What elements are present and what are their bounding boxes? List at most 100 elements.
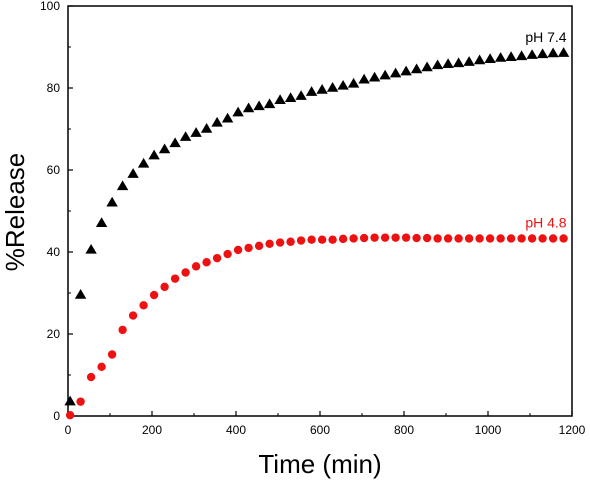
data-point-circle — [265, 239, 274, 248]
data-point-circle — [97, 362, 106, 371]
data-point-circle — [559, 234, 568, 243]
data-point-triangle — [85, 243, 97, 254]
data-point-circle — [538, 234, 547, 243]
data-point-triangle — [305, 86, 318, 96]
series-layer — [64, 47, 570, 420]
data-point-circle — [506, 234, 516, 243]
data-point-triangle — [64, 395, 76, 406]
series-2 — [65, 233, 568, 420]
data-point-triangle — [211, 116, 223, 127]
y-tick-label: 60 — [47, 163, 61, 177]
data-point-triangle — [179, 131, 192, 141]
y-tick-label: 80 — [47, 81, 61, 95]
data-point-triangle — [526, 49, 538, 59]
x-axis-label: Time (min) — [258, 449, 381, 479]
data-point-circle — [233, 245, 243, 255]
data-point-triangle — [137, 157, 150, 168]
series-annotation-1: pH 7.4 — [525, 29, 566, 45]
data-point-triangle — [463, 56, 475, 66]
x-tick-label: 200 — [142, 423, 162, 437]
x-tick-label: 1200 — [559, 423, 586, 437]
data-point-triangle — [505, 51, 517, 61]
data-point-triangle — [284, 92, 297, 102]
data-point-circle — [527, 234, 537, 243]
data-point-circle — [317, 235, 327, 244]
data-point-circle — [370, 233, 379, 242]
data-point-circle — [296, 236, 306, 245]
data-point-circle — [401, 233, 411, 242]
data-point-triangle — [515, 50, 528, 61]
x-tick-label: 400 — [226, 423, 246, 437]
data-point-circle — [433, 234, 442, 243]
data-point-triangle — [221, 112, 234, 123]
data-point-triangle — [263, 98, 276, 109]
data-point-circle — [496, 234, 505, 243]
plot-frame — [67, 5, 573, 417]
data-point-triangle — [316, 84, 328, 94]
data-point-triangle — [116, 180, 129, 191]
data-point-circle — [338, 234, 348, 244]
data-point-circle — [160, 282, 169, 292]
data-point-circle — [464, 234, 474, 243]
data-point-circle — [380, 233, 390, 242]
x-axis-ticks: 0 200 400 600 800 1000 1200 — [65, 411, 586, 437]
x-tick-label: 1000 — [475, 423, 502, 437]
y-tick-label: 20 — [47, 327, 61, 341]
data-point-circle — [328, 235, 337, 244]
data-point-circle — [485, 234, 495, 243]
data-point-circle — [391, 233, 400, 242]
data-point-circle — [517, 234, 526, 243]
y-tick-label: 0 — [53, 409, 60, 423]
data-point-triangle — [127, 168, 139, 178]
data-point-triangle — [421, 61, 433, 72]
data-point-circle — [443, 234, 453, 243]
data-point-circle — [212, 253, 222, 263]
data-point-triangle — [326, 82, 339, 92]
data-point-triangle — [442, 58, 454, 68]
data-point-circle — [412, 233, 421, 243]
data-point-circle — [149, 290, 159, 300]
data-point-triangle — [274, 94, 286, 105]
data-point-circle — [454, 234, 463, 243]
data-point-circle — [86, 372, 96, 382]
y-tick-label: 100 — [40, 0, 60, 13]
data-point-triangle — [547, 47, 559, 58]
data-point-triangle — [368, 71, 381, 82]
data-point-triangle — [431, 59, 444, 70]
data-point-circle — [244, 243, 253, 253]
data-point-triangle — [484, 53, 496, 64]
data-point-circle — [107, 350, 117, 359]
data-point-triangle — [200, 123, 213, 133]
x-tick-label: 800 — [394, 423, 414, 437]
x-tick-label: 0 — [65, 423, 72, 437]
data-point-circle — [359, 233, 369, 243]
data-point-triangle — [169, 137, 181, 148]
data-point-triangle — [400, 65, 412, 76]
data-point-circle — [170, 274, 180, 283]
data-point-circle — [349, 234, 358, 243]
data-point-triangle — [242, 102, 255, 113]
data-point-circle — [181, 268, 190, 277]
data-point-triangle — [358, 73, 370, 84]
data-point-circle — [475, 234, 484, 243]
data-point-circle — [139, 301, 148, 310]
data-point-triangle — [494, 52, 507, 62]
x-tick-label: 600 — [310, 423, 330, 437]
data-point-circle — [128, 311, 138, 320]
data-point-circle — [254, 241, 264, 251]
y-tick-label: 40 — [47, 245, 61, 259]
data-point-triangle — [74, 289, 87, 299]
data-point-circle — [286, 237, 295, 246]
data-point-triangle — [473, 54, 486, 65]
series-annotation-2: pH 4.8 — [525, 214, 566, 230]
data-point-triangle — [95, 217, 108, 228]
data-point-triangle — [106, 196, 118, 207]
data-point-triangle — [337, 79, 349, 90]
series-1 — [64, 47, 570, 406]
data-point-circle — [118, 325, 127, 335]
data-point-triangle — [295, 90, 307, 100]
data-point-triangle — [379, 69, 391, 80]
data-point-circle — [307, 235, 316, 244]
